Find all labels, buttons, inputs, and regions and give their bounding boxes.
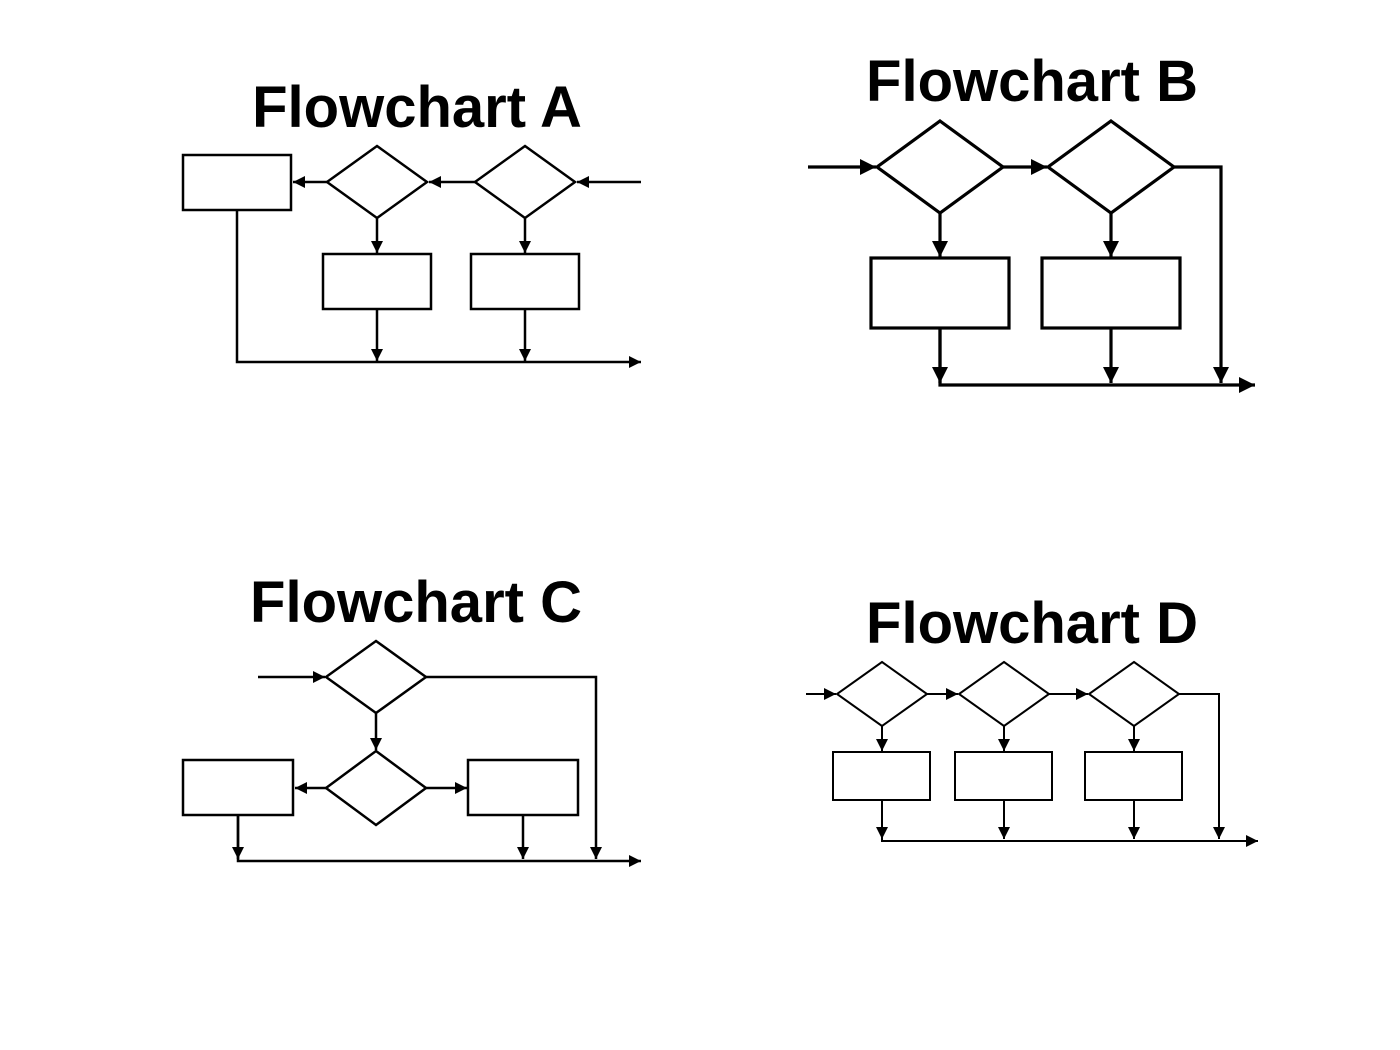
flowchart-a-decision-2 [472,144,578,220]
flowchart-b-process-box-2 [1040,256,1182,330]
flowchart-d-decision-1 [835,660,929,728]
flowchart-d-title: Flowchart D [866,591,1198,656]
flowchart-a-process-box-left [181,153,293,212]
flowchart-d-decision-2 [957,660,1051,728]
flowchart-a-process-box-1 [321,252,433,311]
flowchart-a-title: Flowchart A [252,75,582,140]
flowchart-b-exit-line [938,328,1255,393]
flowchart-d-process-box-3 [1084,751,1183,801]
flowchart-c-title: Flowchart C [250,570,582,635]
flowchart-c-decision-2 [323,749,429,827]
flowchart-b-decision-2 [1045,119,1177,215]
flowchart-c-process-box-right [466,758,580,817]
flowchart-d-process-box-1 [832,751,931,801]
flowchart-b-bypass-line [1174,165,1229,383]
flowchart-a-decision-1 [324,144,430,220]
flowchart-a-exit-line [235,210,641,368]
flowchart-c-process-box-left [181,758,295,817]
flowchart-a [181,144,641,368]
flowchart-c-decision-1 [323,639,429,715]
flowchart-c-exit-line [236,815,641,867]
flowchart-b-process-box-1 [869,256,1011,330]
flowchart-d-process-box-2 [954,751,1053,801]
flowchart-d-bypass-line [1179,693,1225,839]
flowchart-c [181,639,641,867]
flowchart-a-process-box-2 [469,252,581,311]
flowchart-d-exit-line [881,800,1258,847]
flowchart-d-decision-3 [1087,660,1181,728]
flowchart-d [806,660,1258,847]
flowchart-b [808,119,1255,393]
flowchart-b-decision-1 [874,119,1006,215]
flowchart-b-title: Flowchart B [866,49,1198,114]
flowchart-c-bypass-line [426,675,602,859]
